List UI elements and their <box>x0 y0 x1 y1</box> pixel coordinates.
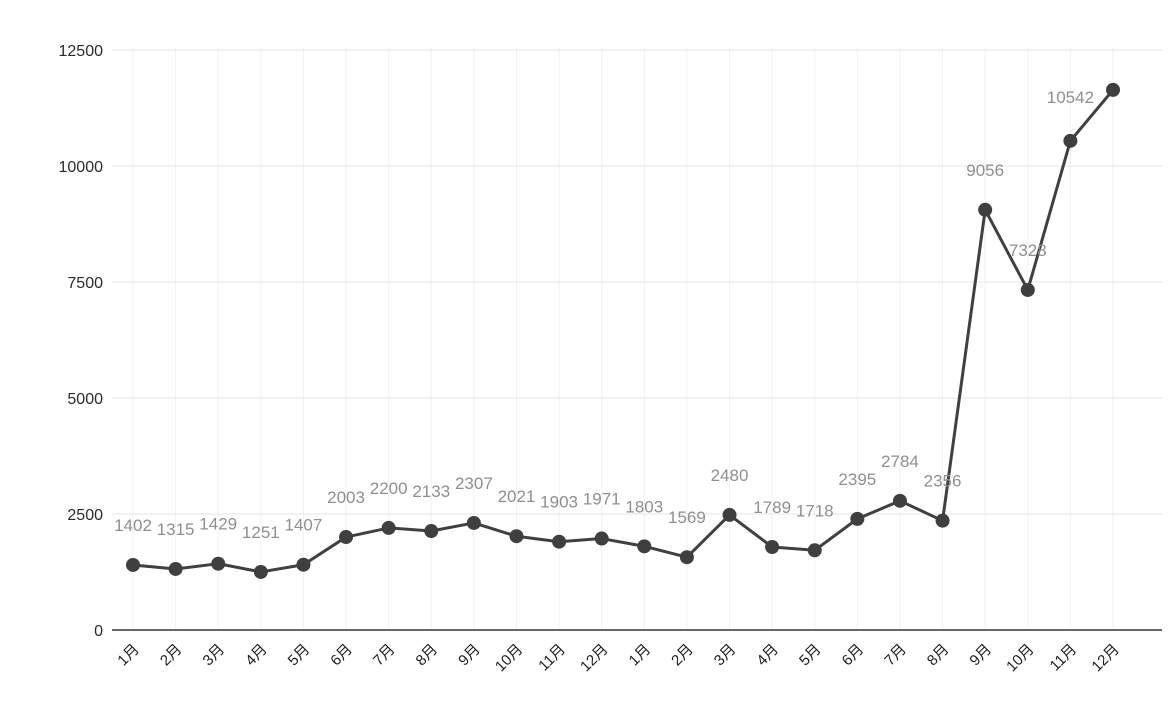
data-point[interactable] <box>253 564 268 579</box>
data-point-label: 1903 <box>540 493 578 512</box>
x-axis-month-label: 5月 <box>796 641 825 670</box>
data-point-label: 1251 <box>242 523 280 542</box>
data-point-label: 2021 <box>498 487 536 506</box>
x-axis-month-label: 1月 <box>626 641 655 670</box>
data-point-label: 1569 <box>668 508 706 527</box>
data-point-label: 2133 <box>412 482 450 501</box>
y-axis-tick-label: 10000 <box>59 159 104 176</box>
x-axis-month-label: 9月 <box>455 641 484 670</box>
data-point[interactable] <box>978 202 993 217</box>
data-point[interactable] <box>807 543 822 558</box>
data-point-label: 2307 <box>455 474 493 493</box>
data-point-label: 2200 <box>370 479 408 498</box>
data-point-label: 1402 <box>114 516 152 535</box>
y-axis-tick-label: 12500 <box>59 43 104 60</box>
data-point[interactable] <box>594 531 609 546</box>
y-axis-tick-label: 0 <box>94 623 103 640</box>
data-point-label: 10542 <box>1047 88 1094 107</box>
data-point-label: 1971 <box>583 490 621 509</box>
data-point[interactable] <box>339 530 354 545</box>
data-point[interactable] <box>168 561 183 576</box>
data-point[interactable] <box>211 556 226 571</box>
x-axis-month-label: 7月 <box>881 641 910 670</box>
data-point[interactable] <box>722 507 737 522</box>
x-axis-month-label: 8月 <box>924 641 953 670</box>
x-axis-month-label: 10月 <box>492 641 526 675</box>
x-axis-month-label: 12月 <box>577 641 611 675</box>
y-axis-tick-label: 5000 <box>67 391 103 408</box>
data-point-label: 2356 <box>924 472 962 491</box>
data-point[interactable] <box>296 557 311 572</box>
x-axis-month-label: 6月 <box>327 641 356 670</box>
data-point[interactable] <box>552 534 567 549</box>
data-point-label: 1718 <box>796 501 834 520</box>
x-axis-month-label: 11月 <box>535 641 569 675</box>
data-point[interactable] <box>424 524 439 539</box>
x-axis-month-label: 2月 <box>668 641 697 670</box>
data-point[interactable] <box>509 529 524 544</box>
x-axis-month-label: 6月 <box>839 641 868 670</box>
x-axis-month-label: 10月 <box>1003 641 1037 675</box>
data-point[interactable] <box>935 513 950 528</box>
x-axis-month-label: 4月 <box>242 641 271 670</box>
x-axis-month-label: 5月 <box>285 641 314 670</box>
x-axis-month-label: 9月 <box>966 641 995 670</box>
data-point-label: 7328 <box>1009 241 1047 260</box>
data-point-label: 2395 <box>838 470 876 489</box>
data-point[interactable] <box>850 511 865 526</box>
data-point[interactable] <box>381 520 396 535</box>
data-point-label: 1429 <box>199 515 237 534</box>
y-axis-tick-label: 7500 <box>67 275 103 292</box>
x-axis-month-label: 12月 <box>1088 641 1122 675</box>
data-point-label: 1407 <box>285 516 323 535</box>
data-point-label: 2784 <box>881 452 919 471</box>
data-point-label: 1803 <box>625 497 663 516</box>
x-axis-month-label: 1月 <box>114 641 143 670</box>
series-line <box>131 88 1115 574</box>
data-point-label: 1789 <box>753 498 791 517</box>
x-axis-month-label: 3月 <box>200 641 229 670</box>
data-point[interactable] <box>637 539 652 554</box>
x-axis-month-label: 3月 <box>711 641 740 670</box>
x-axis-month-label: 7月 <box>370 641 399 670</box>
x-axis-month-label: 11月 <box>1047 641 1081 675</box>
data-point-label: 9056 <box>966 161 1004 180</box>
data-point[interactable] <box>679 550 694 565</box>
data-point[interactable] <box>466 515 481 530</box>
data-point-label: 2003 <box>327 488 365 507</box>
y-axis-tick-label: 2500 <box>67 507 103 524</box>
data-point-label: 2480 <box>711 466 749 485</box>
data-point[interactable] <box>765 539 780 554</box>
data-point[interactable] <box>1106 82 1120 97</box>
x-axis-month-label: 4月 <box>753 641 782 670</box>
x-axis-month-label: 2月 <box>157 641 186 670</box>
data-point-label: 1315 <box>157 520 195 539</box>
data-point[interactable] <box>126 557 140 572</box>
data-point[interactable] <box>1063 133 1078 148</box>
data-point[interactable] <box>892 493 907 508</box>
data-point[interactable] <box>1020 282 1035 297</box>
x-axis-month-label: 8月 <box>413 641 442 670</box>
